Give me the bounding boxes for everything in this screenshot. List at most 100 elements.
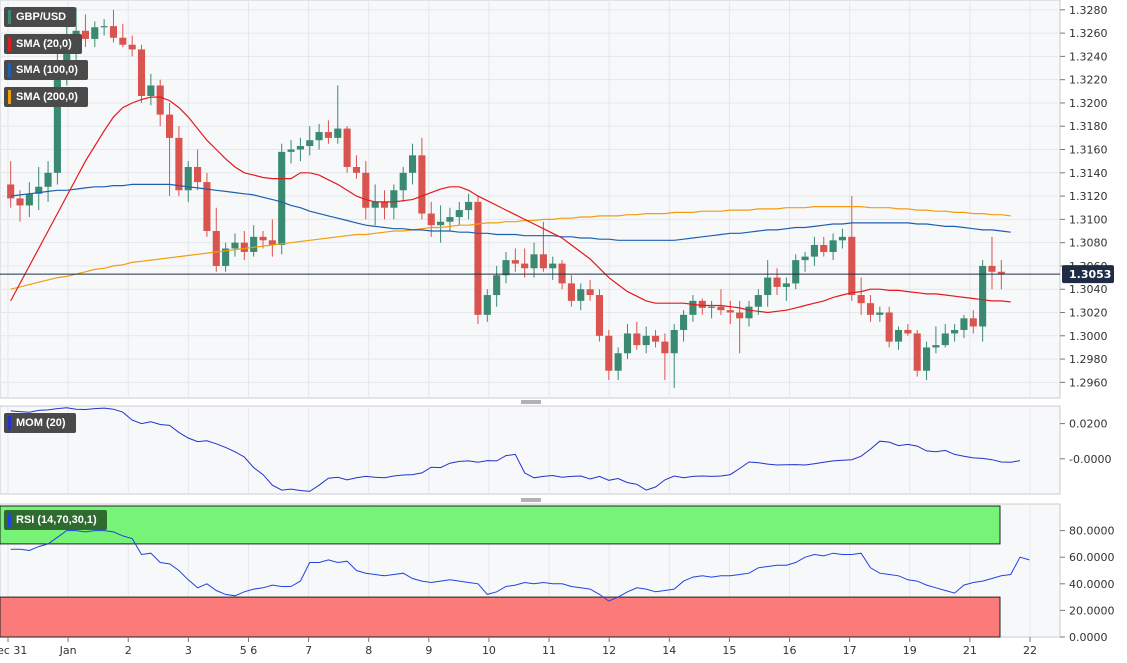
candle-body bbox=[857, 295, 865, 304]
price-pane bbox=[0, 0, 1061, 399]
candle bbox=[932, 326, 940, 354]
legend-sma20[interactable]: SMA (20,0) bbox=[4, 34, 82, 54]
candle-body bbox=[773, 277, 781, 287]
candle-body bbox=[184, 166, 192, 191]
candle-body bbox=[876, 312, 884, 315]
candle-body bbox=[147, 85, 155, 96]
candle bbox=[16, 190, 24, 222]
candle bbox=[446, 207, 454, 232]
candle-body bbox=[128, 44, 136, 50]
candle bbox=[969, 310, 977, 334]
candle-body bbox=[240, 242, 248, 252]
candle-body bbox=[521, 263, 529, 269]
candle-body bbox=[577, 289, 585, 301]
legend-sma200-label: SMA (200,0) bbox=[16, 91, 78, 103]
candle-body bbox=[745, 306, 753, 319]
legend-mom-label: MOM (20) bbox=[16, 417, 66, 429]
candle bbox=[904, 324, 912, 336]
candle bbox=[866, 295, 875, 322]
candle bbox=[437, 205, 445, 243]
legend-sma100[interactable]: SMA (100,0) bbox=[4, 60, 88, 80]
candle-body bbox=[212, 231, 220, 266]
candle bbox=[717, 289, 725, 315]
candle bbox=[380, 190, 389, 220]
candle bbox=[605, 329, 613, 381]
candle bbox=[44, 161, 52, 202]
candle bbox=[502, 251, 510, 284]
price-axis-label: 1.2980 bbox=[1069, 353, 1108, 366]
symbol-color-swatch bbox=[8, 10, 11, 24]
candle bbox=[764, 260, 772, 307]
legend-sma20-label: SMA (20,0) bbox=[16, 38, 72, 50]
candle bbox=[268, 219, 276, 257]
candle bbox=[988, 236, 996, 290]
candle bbox=[577, 283, 585, 311]
candle bbox=[483, 289, 491, 322]
candle-body bbox=[268, 240, 276, 245]
candle-body bbox=[119, 37, 127, 45]
candle-body bbox=[231, 242, 239, 249]
legend-mom[interactable]: MOM (20) bbox=[4, 413, 76, 433]
candle bbox=[997, 260, 1005, 290]
candle-body bbox=[923, 347, 931, 371]
current-price-label: 1.3053 bbox=[1069, 268, 1111, 281]
candle-body bbox=[437, 221, 445, 226]
candle-body bbox=[764, 277, 772, 296]
candle bbox=[465, 193, 473, 220]
candle bbox=[212, 207, 220, 272]
candle-body bbox=[53, 62, 61, 173]
legend-rsi[interactable]: RSI (14,70,30,1) bbox=[4, 510, 107, 530]
mom-line bbox=[10, 407, 1021, 492]
price-axis-label: 1.3220 bbox=[1069, 74, 1108, 87]
mom-pane bbox=[0, 405, 1061, 495]
legend-sma200[interactable]: SMA (200,0) bbox=[4, 87, 88, 107]
candle-body bbox=[7, 184, 15, 199]
candle-body bbox=[979, 265, 987, 327]
candle-body bbox=[399, 172, 407, 191]
date-axis-label: 5 6 bbox=[240, 644, 258, 657]
sma200-line bbox=[10, 206, 1011, 290]
candle-body bbox=[866, 303, 875, 315]
legend-rsi-label: RSI (14,70,30,1) bbox=[16, 514, 97, 526]
sma200-color-swatch bbox=[8, 90, 11, 104]
candle-body bbox=[567, 283, 575, 301]
price-axis-label: 1.3040 bbox=[1069, 283, 1108, 296]
legend-symbol[interactable]: GBP/USD bbox=[4, 7, 77, 27]
candle bbox=[352, 155, 361, 179]
candle-body bbox=[371, 201, 379, 208]
candle-body bbox=[736, 312, 744, 319]
candle bbox=[35, 166, 43, 211]
candle bbox=[792, 254, 800, 290]
candle bbox=[166, 102, 174, 197]
candle-body bbox=[175, 137, 183, 191]
candle-body bbox=[343, 128, 351, 167]
candle bbox=[493, 265, 501, 307]
candle bbox=[894, 326, 903, 350]
candle bbox=[334, 85, 342, 144]
candle bbox=[782, 277, 790, 301]
candle bbox=[287, 140, 295, 164]
candle bbox=[810, 236, 818, 266]
candle bbox=[91, 21, 99, 48]
candle-body bbox=[380, 201, 389, 208]
candle bbox=[324, 120, 332, 144]
candle-body bbox=[623, 333, 632, 354]
candle bbox=[754, 289, 762, 315]
candle-body bbox=[726, 310, 734, 313]
candle-body bbox=[137, 49, 146, 96]
candle-body bbox=[754, 295, 762, 307]
candle-body bbox=[605, 335, 613, 371]
candle bbox=[680, 310, 688, 342]
candle bbox=[651, 329, 660, 348]
candle-body bbox=[539, 254, 547, 269]
candle-body bbox=[511, 260, 519, 264]
candle bbox=[829, 233, 837, 261]
rsi-axis-label: 0.0000 bbox=[1069, 631, 1108, 644]
candle bbox=[315, 123, 323, 150]
candle-body bbox=[801, 256, 809, 261]
date-axis-label: 12 bbox=[602, 644, 616, 657]
candle bbox=[848, 196, 856, 301]
candle-body bbox=[44, 172, 52, 187]
candle-body bbox=[166, 114, 174, 138]
date-axis-label: 11 bbox=[542, 644, 556, 657]
